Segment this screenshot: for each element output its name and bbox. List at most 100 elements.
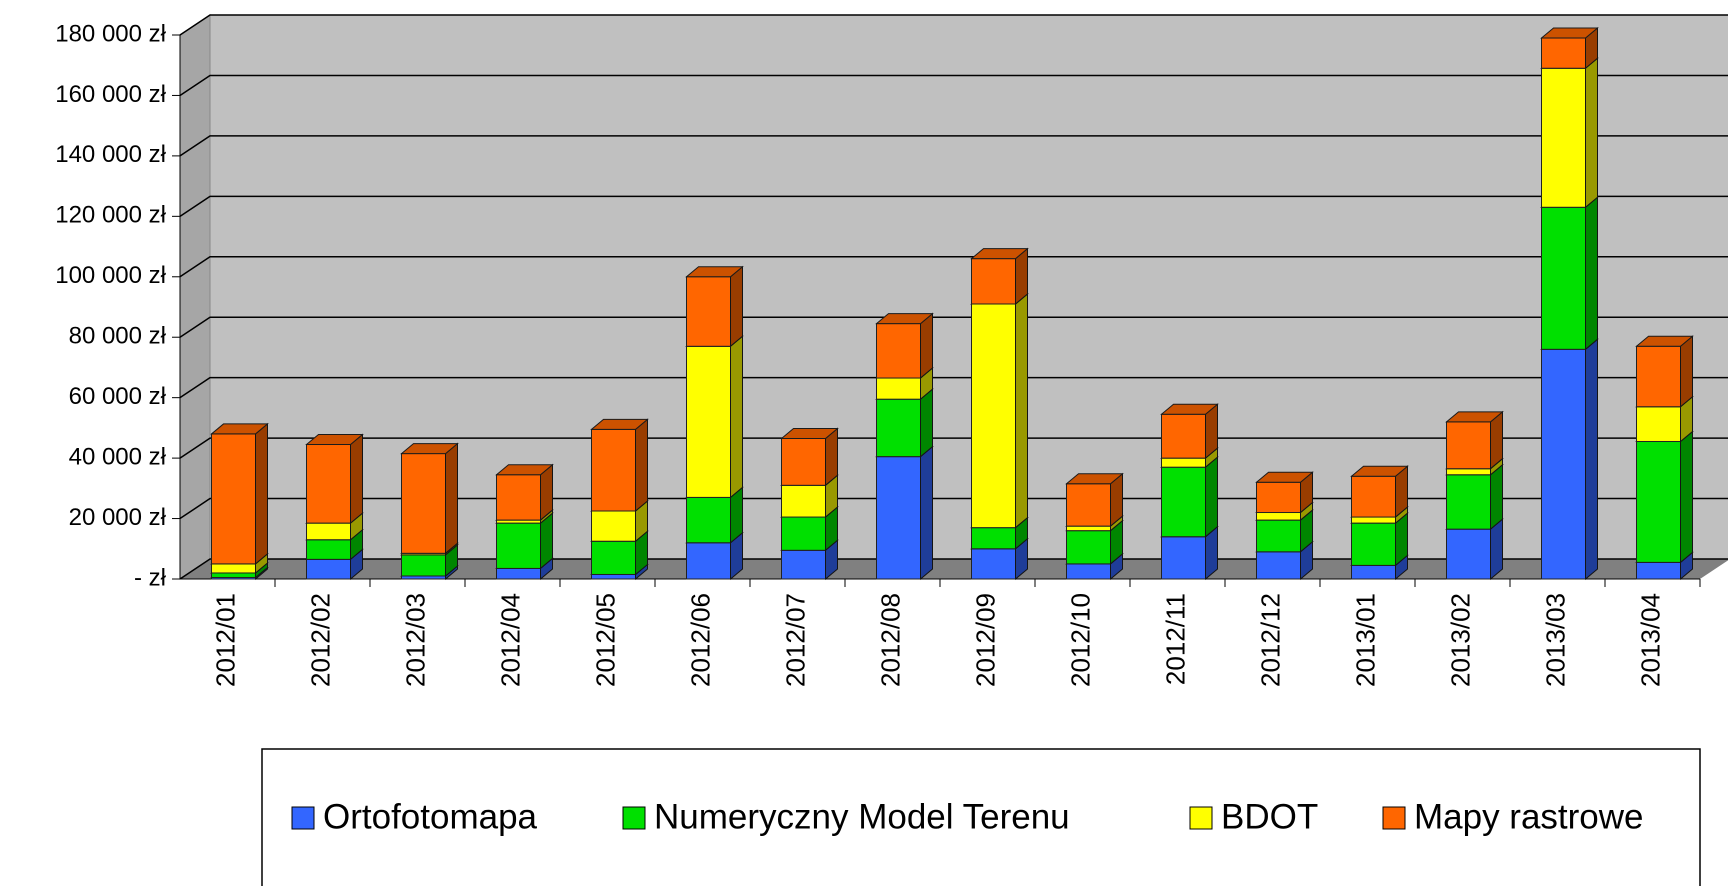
legend-box bbox=[261, 748, 1701, 886]
grid-line bbox=[179, 497, 1728, 520]
x-tick-label: 2012/03 bbox=[400, 593, 430, 687]
bar-segment-side bbox=[445, 442, 458, 555]
bar-segment bbox=[876, 398, 921, 458]
grid-line bbox=[179, 74, 1728, 97]
bar-segment bbox=[686, 496, 731, 544]
bar-segment bbox=[1256, 512, 1301, 521]
legend-swatch bbox=[1189, 806, 1213, 830]
bar-segment bbox=[306, 558, 351, 580]
x-tick-label: 2012/09 bbox=[970, 593, 1000, 687]
bar-segment-side bbox=[730, 265, 743, 348]
legend-swatch bbox=[291, 806, 315, 830]
bar-segment bbox=[591, 428, 636, 512]
bar-segment bbox=[971, 258, 1016, 305]
left-wall bbox=[179, 14, 211, 580]
bar-segment-side bbox=[920, 445, 933, 581]
legend-label: BDOT bbox=[1221, 797, 1318, 836]
bar-segment bbox=[1161, 413, 1206, 459]
x-tick-label: 2012/07 bbox=[780, 593, 810, 687]
bar-segment-side bbox=[1490, 463, 1503, 531]
y-tick-label: - zł bbox=[134, 564, 167, 591]
bar-segment bbox=[591, 540, 636, 575]
bar-segment-top bbox=[1635, 335, 1694, 347]
grid-line bbox=[179, 437, 1728, 459]
bar-segment bbox=[1161, 457, 1206, 468]
bar-segment bbox=[1161, 466, 1206, 538]
bar-segment bbox=[1636, 345, 1681, 408]
legend-label: Numeryczny Model Terenu bbox=[654, 797, 1070, 836]
bar-segment bbox=[591, 573, 636, 580]
bar-segment bbox=[1446, 421, 1491, 470]
grid-line bbox=[179, 195, 1728, 217]
bar-segment-side bbox=[1585, 196, 1598, 351]
bar-segment bbox=[781, 437, 826, 486]
bar-segment bbox=[686, 542, 731, 580]
bar-segment-top bbox=[685, 266, 744, 278]
grid-line bbox=[179, 135, 1728, 157]
bar-segment bbox=[1256, 551, 1301, 580]
bar-segment bbox=[591, 510, 636, 542]
y-tick-label: 140 000 zł bbox=[55, 141, 166, 168]
bar-segment bbox=[1066, 530, 1111, 565]
bar-segment bbox=[1636, 440, 1681, 563]
bar-segment bbox=[1541, 37, 1586, 69]
bar-segment-side bbox=[350, 433, 363, 525]
bar-segment-top bbox=[1255, 471, 1314, 483]
bar-segment-top bbox=[305, 434, 364, 446]
grid-line bbox=[179, 376, 1728, 399]
x-tick-label: 2012/12 bbox=[1255, 593, 1285, 687]
bar-segment bbox=[1446, 528, 1491, 580]
bar-segment bbox=[1541, 348, 1586, 580]
x-tick-label: 2012/06 bbox=[685, 593, 715, 687]
bar-segment bbox=[1161, 536, 1206, 580]
x-tick-label: 2013/04 bbox=[1635, 593, 1665, 687]
bar-segment-top bbox=[780, 427, 839, 439]
legend-label: Mapy rastrowe bbox=[1414, 797, 1644, 836]
bar-segment-top bbox=[495, 464, 554, 476]
bar-segment-side bbox=[920, 312, 933, 380]
grid-line bbox=[179, 14, 1728, 36]
y-tick-label: 80 000 zł bbox=[69, 323, 167, 350]
bar-segment bbox=[1636, 561, 1681, 580]
legend-label: Ortofotomapa bbox=[323, 797, 538, 836]
bar-segment-side bbox=[1205, 456, 1218, 538]
bar-segment bbox=[1351, 475, 1396, 518]
bar-segment bbox=[1256, 519, 1301, 553]
bar-segment-top bbox=[590, 418, 649, 430]
bar-segment-top bbox=[1065, 473, 1124, 485]
bar-segment bbox=[401, 453, 446, 554]
bar-segment-top bbox=[210, 423, 269, 435]
bar-segment-top bbox=[1540, 27, 1599, 39]
x-tick-label: 2012/02 bbox=[305, 593, 335, 687]
bar-segment bbox=[781, 549, 826, 580]
grid-line bbox=[179, 316, 1728, 338]
bar-segment-top bbox=[1445, 411, 1504, 423]
bar-segment-side bbox=[1015, 292, 1028, 529]
y-tick-label: 60 000 zł bbox=[69, 383, 167, 410]
bar-segment bbox=[971, 548, 1016, 580]
bar-segment-top bbox=[1160, 403, 1219, 415]
bar-segment bbox=[211, 433, 256, 565]
x-tick-label: 2012/05 bbox=[590, 593, 620, 687]
bar-segment bbox=[496, 567, 541, 580]
y-tick-label: 40 000 zł bbox=[69, 443, 167, 470]
bar-segment bbox=[686, 345, 731, 498]
bar-segment bbox=[496, 474, 541, 521]
bar-segment-side bbox=[1680, 335, 1693, 408]
bar-segment-top bbox=[970, 248, 1029, 260]
bar-segment bbox=[1636, 406, 1681, 442]
bar-segment bbox=[876, 377, 921, 400]
bar-segment bbox=[686, 276, 731, 347]
bar-segment bbox=[1256, 481, 1301, 514]
bar-segment-side bbox=[635, 418, 648, 513]
x-tick-label: 2013/02 bbox=[1445, 593, 1475, 687]
bar-segment bbox=[1446, 474, 1491, 530]
bar-segment bbox=[876, 323, 921, 379]
bar-segment-top bbox=[400, 443, 459, 455]
x-tick-label: 2013/01 bbox=[1350, 593, 1380, 687]
bar-segment-side bbox=[920, 388, 933, 458]
x-tick-label: 2012/11 bbox=[1160, 593, 1190, 685]
y-tick-label: 160 000 zł bbox=[55, 81, 166, 108]
grid-line bbox=[179, 256, 1728, 278]
